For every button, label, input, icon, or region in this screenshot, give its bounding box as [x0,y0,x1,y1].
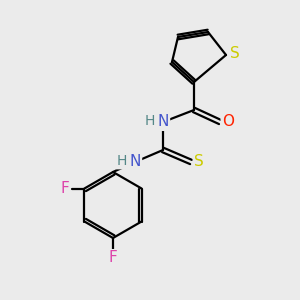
Text: S: S [230,46,240,62]
Text: F: F [109,250,117,266]
Text: N: N [129,154,141,169]
Text: F: F [60,181,69,196]
Text: O: O [222,115,234,130]
Text: N: N [157,115,169,130]
Text: S: S [194,154,204,169]
Text: H: H [117,154,127,168]
Text: H: H [145,114,155,128]
